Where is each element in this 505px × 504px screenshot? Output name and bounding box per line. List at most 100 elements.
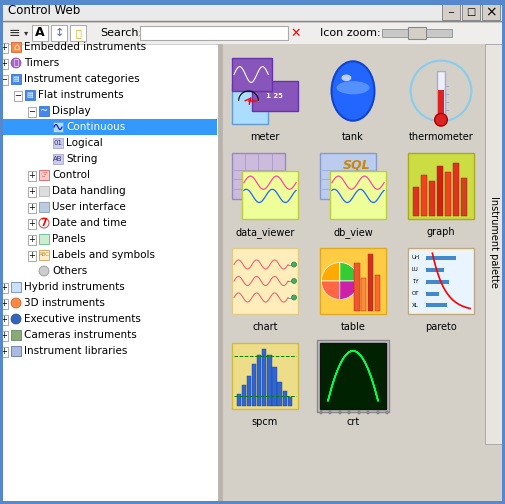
Text: ABC: ABC	[38, 253, 49, 258]
Bar	[39, 170, 49, 180]
Bar	[413, 186, 419, 216]
Text: A: A	[35, 27, 45, 39]
Circle shape	[11, 298, 21, 308]
Text: meter: meter	[250, 132, 280, 142]
Text: tank: tank	[342, 132, 364, 142]
Bar	[348, 411, 350, 414]
Text: ↕: ↕	[55, 28, 64, 38]
Text: +: +	[29, 220, 35, 228]
Wedge shape	[340, 263, 358, 281]
Bar	[272, 367, 277, 406]
Text: □: □	[467, 7, 476, 17]
Bar	[232, 343, 298, 409]
Bar	[382, 29, 452, 37]
Bar	[426, 303, 447, 307]
Bar	[502, 0, 505, 504]
Bar	[11, 330, 21, 340]
Bar	[25, 90, 35, 100]
Bar	[0, 22, 505, 44]
Bar	[421, 175, 427, 216]
Text: +: +	[29, 204, 35, 213]
Wedge shape	[321, 281, 340, 299]
Bar	[0, 0, 3, 504]
Bar	[0, 44, 218, 504]
Text: ≡: ≡	[8, 26, 20, 40]
Bar	[11, 346, 21, 356]
Bar	[377, 411, 379, 414]
Bar	[277, 382, 282, 406]
Text: −: −	[1, 76, 8, 85]
Bar	[320, 343, 386, 409]
Bar	[437, 166, 443, 216]
Bar	[252, 81, 298, 111]
Text: +: +	[29, 251, 35, 261]
Circle shape	[291, 295, 296, 300]
Bar	[408, 248, 474, 314]
Wedge shape	[321, 263, 340, 281]
Bar	[1, 119, 217, 135]
Bar	[252, 364, 256, 406]
Bar	[0, 0, 505, 22]
Bar	[339, 411, 341, 414]
Bar	[232, 84, 268, 124]
Text: +: +	[1, 347, 8, 356]
Text: ×: ×	[485, 5, 497, 19]
Bar	[452, 163, 459, 216]
Bar	[482, 4, 500, 20]
Text: −: −	[28, 107, 35, 116]
Bar	[368, 255, 373, 310]
Bar	[242, 385, 246, 406]
Text: String: String	[66, 154, 97, 164]
Bar	[330, 171, 386, 219]
Bar	[51, 25, 67, 41]
Bar	[53, 122, 63, 132]
Bar	[375, 275, 380, 310]
Text: Instrument libraries: Instrument libraries	[24, 346, 127, 356]
Text: XL: XL	[412, 303, 419, 308]
Bar	[11, 74, 21, 84]
Text: thermometer: thermometer	[409, 132, 473, 142]
Text: −: −	[15, 92, 22, 100]
Text: Logical: Logical	[66, 138, 103, 148]
Bar	[386, 411, 388, 414]
Circle shape	[291, 279, 296, 283]
Bar	[358, 411, 360, 414]
Bar	[288, 397, 292, 406]
Bar	[232, 153, 285, 199]
Bar	[438, 90, 444, 117]
Circle shape	[435, 113, 447, 126]
Bar	[218, 44, 222, 504]
Bar	[282, 391, 287, 406]
Text: LU: LU	[412, 267, 419, 272]
Bar	[232, 248, 298, 314]
Bar	[32, 25, 48, 41]
Text: 3D instruments: 3D instruments	[24, 298, 105, 308]
Bar	[39, 202, 49, 212]
Text: ▤: ▤	[13, 76, 19, 82]
Text: Data handling: Data handling	[52, 186, 126, 196]
Wedge shape	[340, 281, 358, 299]
Text: +: +	[29, 187, 35, 197]
Circle shape	[11, 58, 21, 68]
Text: graph: graph	[427, 227, 456, 237]
Text: +: +	[29, 171, 35, 180]
Bar	[70, 25, 86, 41]
Bar	[355, 263, 360, 310]
Text: 1 25: 1 25	[267, 93, 283, 99]
Bar	[408, 27, 426, 39]
Bar	[242, 171, 298, 219]
Text: Cameras instruments: Cameras instruments	[24, 330, 137, 340]
Text: Labels and symbols: Labels and symbols	[52, 250, 155, 260]
Bar	[232, 58, 272, 91]
Text: ~: ~	[40, 106, 48, 116]
Bar	[257, 355, 262, 406]
Text: Instrument palette: Instrument palette	[489, 196, 499, 288]
Bar	[222, 44, 487, 504]
Bar	[320, 411, 322, 414]
Text: Flat instruments: Flat instruments	[38, 90, 124, 100]
Text: Continuous: Continuous	[66, 122, 125, 132]
Bar	[0, 0, 505, 5]
Bar	[247, 376, 251, 406]
Bar	[426, 291, 439, 295]
Bar	[409, 251, 473, 310]
